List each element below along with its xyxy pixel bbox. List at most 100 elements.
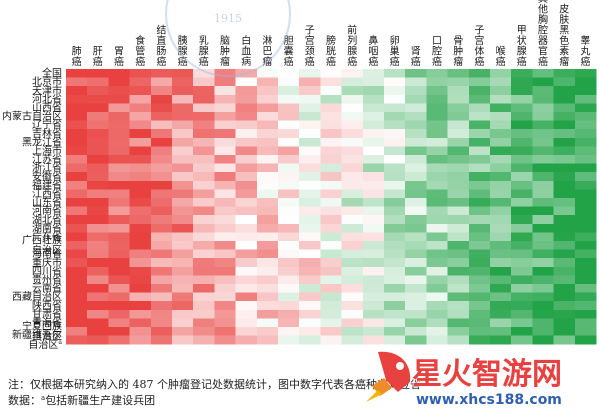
heatmap-cell — [235, 137, 258, 147]
heatmap-cell — [256, 155, 279, 164]
heatmap-cell — [256, 103, 279, 113]
heatmap-cell — [468, 77, 491, 87]
heatmap-cell — [214, 318, 236, 328]
heatmap-cell — [532, 103, 554, 113]
heatmap-cell — [214, 198, 236, 207]
heatmap-cell — [193, 301, 215, 311]
heatmap-cell — [362, 69, 385, 78]
heatmap-cell — [172, 318, 194, 328]
heatmap-cell — [172, 223, 194, 233]
heatmap-cell — [426, 266, 448, 276]
heatmap-cell — [532, 223, 554, 233]
footer-source-marker: a — [41, 394, 45, 402]
heatmap-cell — [150, 129, 173, 139]
heatmap-cell — [574, 155, 597, 164]
heatmap-cell — [66, 258, 88, 268]
heatmap-cell — [278, 309, 300, 319]
heatmap-cell — [235, 232, 258, 242]
heatmap-cell — [172, 103, 194, 113]
heatmap-cell — [278, 86, 300, 96]
heatmap-cell — [299, 309, 321, 319]
heatmap-cell — [278, 103, 300, 113]
heatmap-cell — [320, 146, 342, 156]
heatmap-cell — [299, 258, 321, 268]
heatmap-cell — [108, 318, 130, 328]
heatmap-cell — [511, 94, 533, 104]
heatmap-cell — [447, 318, 470, 328]
heatmap-cell — [108, 86, 130, 96]
heatmap-cell — [299, 215, 321, 225]
heatmap-cell — [299, 275, 321, 285]
heatmap-cell — [320, 69, 342, 78]
heatmap-cell — [490, 155, 512, 164]
heatmap-cell — [278, 155, 300, 164]
heatmap-cell — [405, 163, 427, 173]
heatmap-cell — [553, 198, 576, 207]
heatmap-cell — [150, 94, 173, 104]
heatmap-cell — [299, 249, 321, 259]
heatmap-cell — [553, 112, 576, 121]
heatmap-cell — [87, 206, 109, 216]
heatmap-cell — [87, 223, 109, 233]
heatmap-cell — [532, 335, 554, 345]
heatmap-cell — [87, 112, 109, 121]
heatmap-cell — [532, 327, 554, 336]
heatmap-cell — [320, 172, 342, 182]
heatmap-cell — [511, 189, 533, 199]
heatmap-cell — [172, 129, 194, 139]
heatmap-cell — [511, 172, 533, 182]
heatmap-cell — [235, 275, 258, 285]
heatmap-cell — [320, 189, 342, 199]
heatmap-cell — [129, 258, 152, 268]
heatmap-cell — [553, 137, 576, 147]
heatmap-cell — [66, 232, 88, 242]
heatmap-cell — [384, 120, 406, 130]
heatmap-cell — [320, 284, 342, 293]
heatmap-cell — [405, 206, 427, 216]
heatmap-cell — [532, 206, 554, 216]
heatmap-cell — [256, 112, 279, 121]
heatmap-cell — [235, 301, 258, 311]
heatmap-cell — [532, 189, 554, 199]
heatmap-cell — [320, 86, 342, 96]
heatmap-cell — [172, 163, 194, 173]
heatmap-cell — [320, 198, 342, 207]
heatmap-cell — [490, 69, 512, 78]
heatmap-cell — [87, 180, 109, 190]
heatmap-cell — [490, 137, 512, 147]
heatmap-cell — [278, 189, 300, 199]
heatmap-cell — [193, 198, 215, 207]
heatmap-cell — [447, 129, 470, 139]
heatmap-cell — [384, 232, 406, 242]
heatmap-cell — [87, 258, 109, 268]
heatmap-cell — [426, 129, 448, 139]
heatmap-cell — [150, 137, 173, 147]
heatmap-cell — [150, 206, 173, 216]
heatmap-cell — [87, 292, 109, 302]
row-label: 山西省 — [32, 101, 62, 114]
heatmap-cell — [278, 77, 300, 87]
heatmap-cell — [447, 232, 470, 242]
heatmap-cell — [129, 223, 152, 233]
heatmap-cell — [235, 129, 258, 139]
row-label: 江西省 — [32, 187, 62, 200]
column-label: 胰腺癌 — [178, 34, 188, 68]
heatmap-cell — [66, 215, 88, 225]
heatmap-cell — [108, 172, 130, 182]
heatmap-cell — [214, 112, 236, 121]
heatmap-cell — [574, 258, 597, 268]
heatmap-cell — [214, 155, 236, 164]
heatmap-cell — [299, 163, 321, 173]
heatmap-cell — [574, 318, 597, 328]
heatmap-cell — [66, 112, 88, 121]
heatmap-cell — [405, 77, 427, 87]
heatmap-cell — [108, 206, 130, 216]
heatmap-cell — [532, 301, 554, 311]
heatmap-cell — [256, 86, 279, 96]
heatmap-cell — [129, 189, 152, 199]
heatmap-cell — [256, 275, 279, 285]
heatmap-cell — [468, 103, 491, 113]
heatmap-cell — [362, 241, 385, 250]
heatmap-cell — [405, 112, 427, 121]
heatmap-cell — [150, 284, 173, 293]
